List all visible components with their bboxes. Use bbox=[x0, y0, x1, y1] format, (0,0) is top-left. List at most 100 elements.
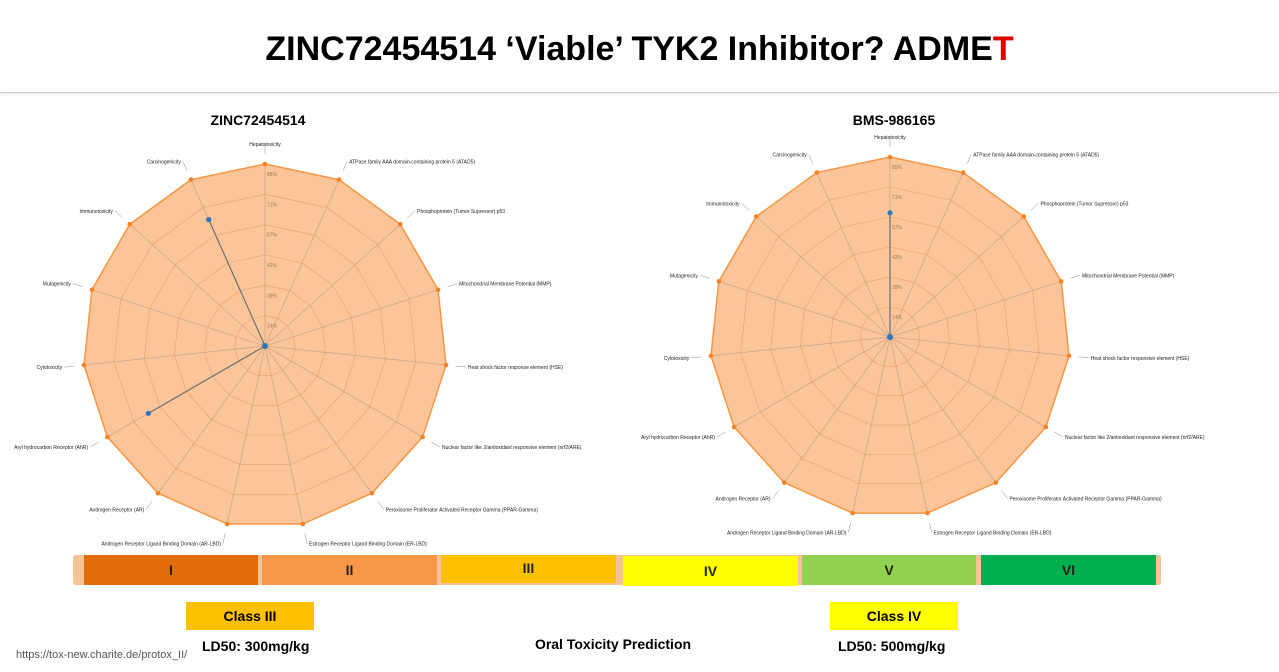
radar-axis-label: Androgen Receptor (AR) bbox=[89, 507, 144, 513]
radar-grid-ring bbox=[740, 186, 1040, 485]
radar-axis-label: Nuclear factor like 2/antioxidant respon… bbox=[1065, 435, 1205, 441]
radar-axis-label: Cytotoxicity bbox=[664, 356, 690, 362]
axis-leader-line bbox=[342, 161, 348, 171]
right-radar-chart: 14% 28% 42% 57% 71% 85% Hepatotoxicity ATPase f… bbox=[641, 135, 1205, 536]
axis-leader-line bbox=[1001, 490, 1008, 499]
radar-axis-point bbox=[814, 170, 820, 175]
left-class-badge: Class III bbox=[186, 602, 314, 630]
radar-spoke bbox=[889, 336, 997, 483]
axis-leader-line bbox=[64, 365, 75, 368]
radar-spoke bbox=[889, 336, 928, 514]
radar-axis-label: ATPase family AAA domain-containing prot… bbox=[973, 152, 1099, 158]
radar-axis-label: Mitochondrial Membrane Potential (MMP) bbox=[459, 282, 552, 288]
radar-axis-point bbox=[188, 177, 194, 183]
radar-axis-point bbox=[887, 154, 893, 160]
radar-axis-point bbox=[397, 221, 403, 227]
radar-axis-label: Peroxisome Proliferator Activated Recept… bbox=[1009, 497, 1162, 503]
radar-axis-point bbox=[262, 161, 268, 167]
radar-axis-label: Aryl hydrocarbon Receptor (AhR) bbox=[641, 435, 715, 441]
radar-axis-point bbox=[753, 214, 759, 219]
radar-axis-label: Mitochondrial Membrane Potential (MMP) bbox=[1082, 273, 1175, 279]
radar-spoke bbox=[889, 280, 1062, 338]
radar-axis-label: Cytotoxicity bbox=[37, 365, 63, 371]
radar-axis-label: Androgen Receptor (AR) bbox=[716, 497, 771, 503]
radar-axis-point bbox=[369, 490, 375, 496]
axis-leader-line bbox=[1054, 431, 1064, 438]
radar-grid-ring bbox=[204, 285, 326, 406]
radar-axis-label: Immunotoxicity bbox=[80, 209, 114, 215]
radar-axis-point bbox=[336, 177, 342, 183]
title-main: ZINC72454514 ‘Viable’ TYK2 Inhibitor? AD… bbox=[265, 30, 993, 68]
radar-axis-label: ATPase family AAA domain-containing prot… bbox=[349, 159, 475, 165]
radar-axis-point bbox=[420, 434, 425, 440]
radar-axis-point bbox=[925, 510, 930, 516]
radar-axis-label: Hepatotoxicity bbox=[249, 142, 281, 148]
axis-leader-line bbox=[304, 533, 308, 544]
radar-axis-label: Immunotoxicity bbox=[706, 201, 740, 207]
radar-axis-label: Aryl hydrocarbon Receptor (AhR) bbox=[14, 445, 88, 451]
radar-axis-point bbox=[443, 362, 449, 368]
axis-leader-line bbox=[848, 522, 851, 533]
radar-spoke bbox=[852, 336, 891, 514]
class-segment-label: I bbox=[169, 562, 173, 578]
radar-spoke bbox=[91, 289, 266, 347]
axis-leader-line bbox=[407, 210, 416, 218]
axis-leader-line bbox=[929, 522, 932, 533]
radar-tick-label: 28% bbox=[267, 293, 278, 299]
axis-leader-line bbox=[808, 154, 813, 164]
radar-spoke bbox=[733, 336, 891, 428]
axis-leader-line bbox=[447, 283, 458, 287]
class-segment-label: V bbox=[884, 562, 894, 578]
radar-grid-ring bbox=[144, 224, 386, 465]
radar-axis-label: Peroxisome Proliferator Activated Recept… bbox=[386, 507, 539, 513]
source-url: https://tox-new.charite.de/protox_II/ bbox=[16, 649, 188, 661]
radar-axis-point bbox=[1021, 214, 1027, 219]
radar-axis-point bbox=[960, 170, 966, 175]
radar-axis-label: Phosphoprotein (Tumor Supressor) p53 bbox=[417, 209, 505, 215]
active-value-point bbox=[887, 210, 893, 216]
radar-spoke bbox=[264, 345, 423, 438]
axis-leader-line bbox=[699, 275, 710, 279]
radar-center-point bbox=[887, 334, 893, 340]
radar-spoke bbox=[264, 345, 447, 366]
radar-axis-label: Mutagenicity bbox=[43, 282, 72, 288]
radar-tick-label: 57% bbox=[892, 225, 903, 231]
title-accent: T bbox=[992, 30, 1014, 68]
radar-axis-point bbox=[224, 521, 230, 527]
radar-tick-label: 57% bbox=[267, 233, 278, 239]
class-segment-1: I bbox=[84, 555, 258, 585]
axis-leader-line bbox=[1070, 275, 1081, 279]
right-class-badge: Class IV bbox=[830, 602, 958, 630]
radar-axis-point bbox=[708, 353, 714, 359]
radar-axis-point bbox=[81, 362, 87, 368]
radar-axis-label: Androgen Receptor Ligand Binding Domain … bbox=[727, 530, 847, 536]
radar-axis-point bbox=[716, 279, 722, 284]
radar-axis-label: Estrogen Receptor Ligand Binding Domain … bbox=[309, 542, 427, 548]
class-segment-3: III bbox=[441, 555, 616, 583]
class-segment-label: VI bbox=[1061, 562, 1076, 578]
axis-leader-line bbox=[114, 210, 123, 218]
radar-axis-label: Carcinogenicity bbox=[147, 159, 182, 165]
radar-spoke bbox=[264, 223, 401, 347]
radar-tick-label: 85% bbox=[892, 165, 903, 171]
radar-spoke bbox=[264, 289, 439, 347]
radar-spoke bbox=[83, 345, 266, 366]
axis-leader-line bbox=[741, 203, 750, 211]
radar-spoke bbox=[755, 216, 891, 338]
axis-leader-line bbox=[146, 501, 153, 510]
radar-spoke bbox=[783, 336, 891, 483]
radar-axis-point bbox=[993, 480, 999, 485]
radar-tick-label: 71% bbox=[267, 202, 278, 208]
class-segment-label: II bbox=[345, 562, 354, 578]
radar-axis-point bbox=[850, 510, 855, 516]
radar-spoke bbox=[226, 345, 266, 525]
class-segment-2: II bbox=[262, 555, 437, 585]
slide-header: ZINC72454514 ‘Viable’ TYK2 Inhibitor? AD… bbox=[0, 0, 1279, 93]
axis-leader-line bbox=[431, 441, 441, 448]
right-ld50: LD50: 500mg/kg bbox=[838, 638, 946, 654]
radar-axis-point bbox=[1043, 424, 1049, 430]
axis-leader-line bbox=[72, 283, 83, 287]
radar-tick-label: 14% bbox=[267, 324, 278, 330]
axis-leader-line bbox=[377, 501, 384, 510]
radar-axis-label: Estrogen Receptor Ligand Binding Domain … bbox=[934, 530, 1052, 536]
